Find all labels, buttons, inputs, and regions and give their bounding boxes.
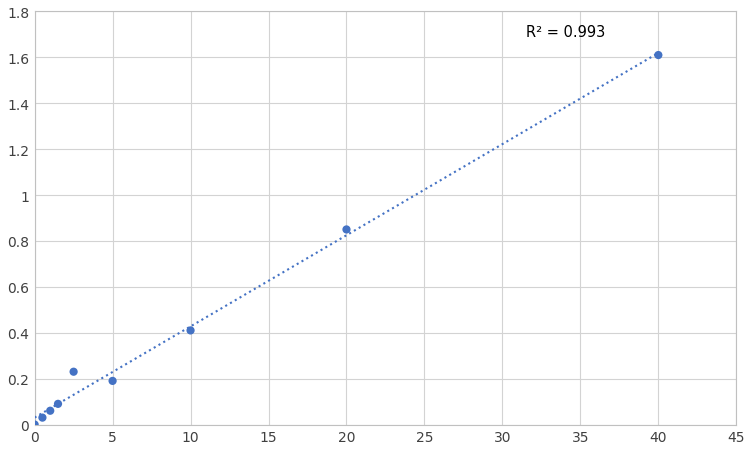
Point	[36, 414, 48, 421]
Point	[341, 226, 353, 234]
Point	[68, 368, 80, 376]
Text: R² = 0.993: R² = 0.993	[526, 25, 605, 40]
Point	[652, 52, 664, 60]
Point	[29, 421, 41, 428]
Point	[44, 407, 56, 414]
Point	[184, 327, 196, 334]
Point	[107, 377, 119, 385]
Point	[52, 400, 64, 408]
